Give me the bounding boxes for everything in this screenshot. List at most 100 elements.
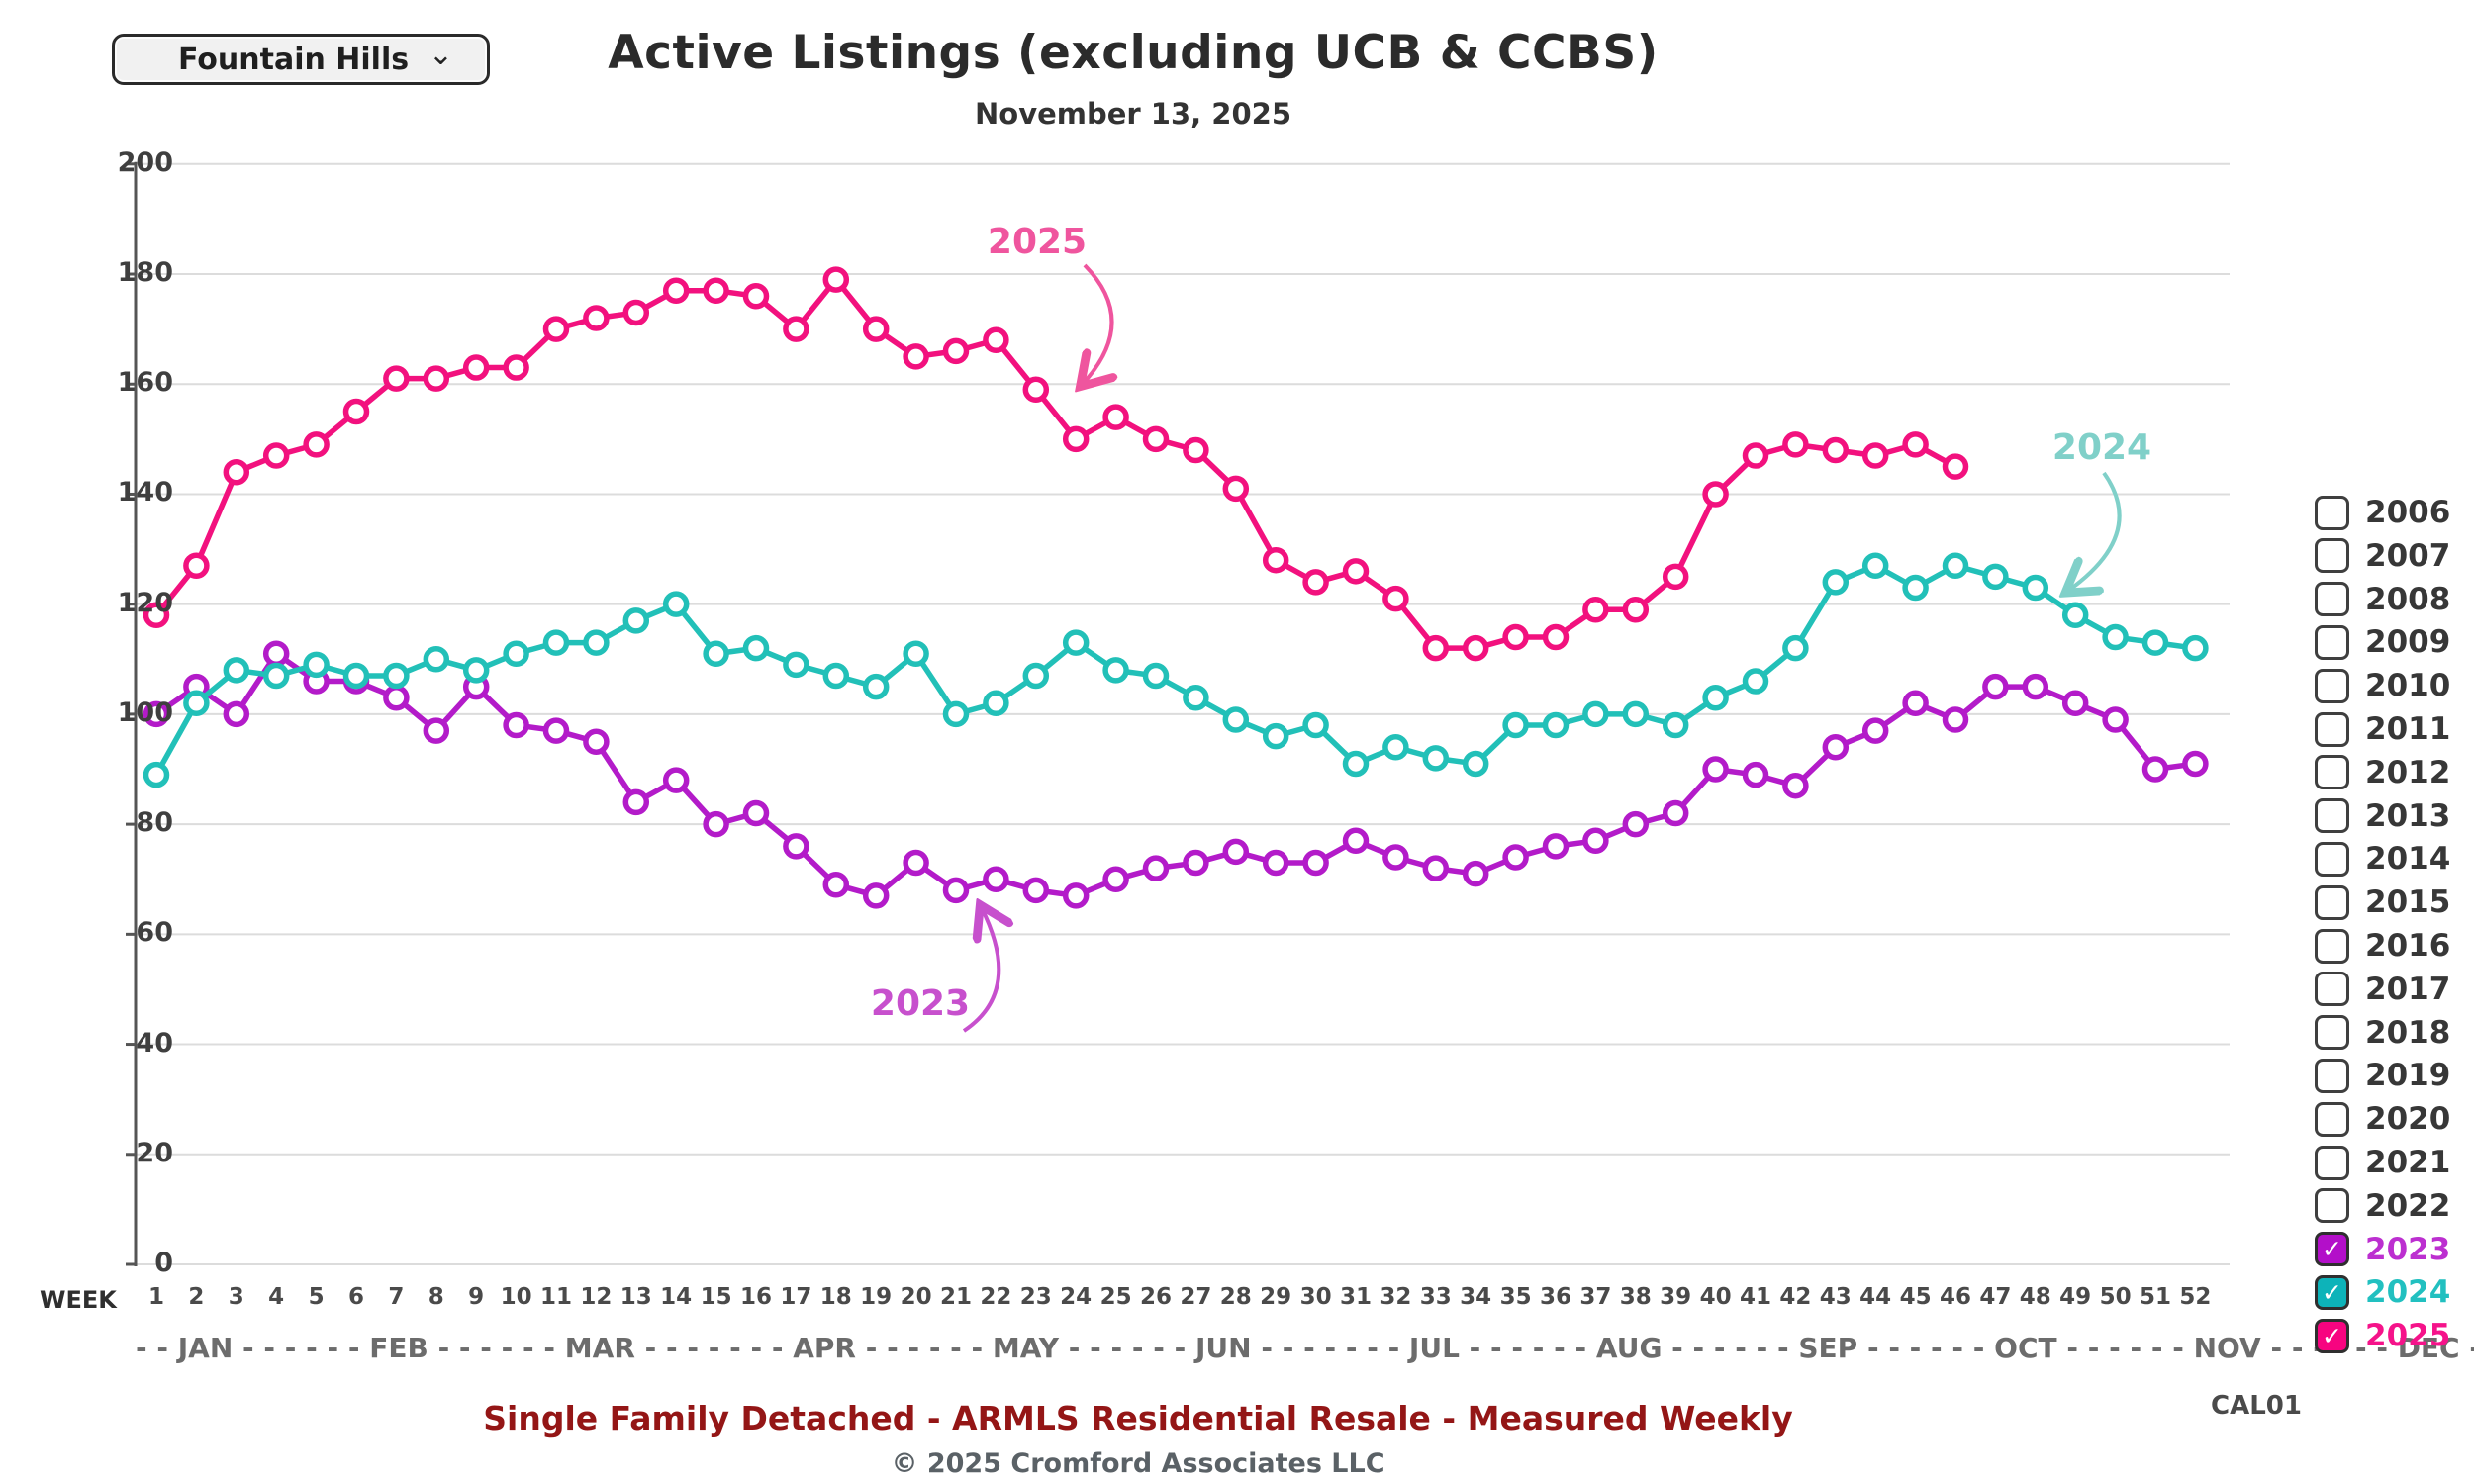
- legend-checkbox-2024[interactable]: ✓: [2315, 1274, 2349, 1310]
- legend-label-2025[interactable]: 2025: [2365, 1318, 2451, 1354]
- legend-item-2025[interactable]: ✓ 2025: [2315, 1318, 2450, 1353]
- legend-item-2015[interactable]: 2015: [2315, 884, 2450, 920]
- legend-label-2011[interactable]: 2011: [2365, 711, 2451, 747]
- series-2024-point-w31: [1342, 750, 1370, 778]
- legend-item-2006[interactable]: 2006: [2315, 495, 2450, 530]
- series-2025-point-w12: [583, 305, 610, 331]
- legend-checkbox-2007[interactable]: [2315, 538, 2349, 574]
- series-2023-point-w31: [1342, 827, 1370, 855]
- legend-checkbox-2011[interactable]: [2315, 711, 2349, 747]
- legend-label-2012[interactable]: 2012: [2365, 754, 2451, 790]
- legend-label-2014[interactable]: 2014: [2365, 841, 2451, 878]
- legend-item-2007[interactable]: 2007: [2315, 538, 2450, 574]
- legend-checkbox-2017[interactable]: [2315, 972, 2349, 1007]
- region-dropdown[interactable]: Fountain Hills ⌄: [112, 34, 490, 85]
- y-tick-200: 200: [117, 146, 173, 178]
- legend-checkbox-2013[interactable]: [2315, 798, 2349, 834]
- series-2024-point-w28: [1222, 706, 1250, 733]
- legend-item-2012[interactable]: 2012: [2315, 755, 2450, 790]
- legend-label-2019[interactable]: 2019: [2365, 1058, 2451, 1094]
- week-tick-12: 12: [580, 1284, 613, 1310]
- series-2024-point-w42: [1782, 634, 1809, 662]
- series-2025-point-w20: [903, 343, 929, 370]
- y-tick-40: 40: [136, 1027, 173, 1059]
- legend-checkbox-2010[interactable]: [2315, 668, 2349, 703]
- legend-label-2024[interactable]: 2024: [2365, 1274, 2451, 1311]
- legend-label-2017[interactable]: 2017: [2365, 971, 2451, 1007]
- legend-label-2023[interactable]: 2023: [2365, 1231, 2451, 1267]
- week-tick-22: 22: [980, 1284, 1012, 1310]
- legend-label-2016[interactable]: 2016: [2365, 928, 2451, 964]
- series-2025-point-w22: [983, 326, 1009, 354]
- region-dropdown-label: Fountain Hills: [178, 42, 410, 77]
- week-tick-13: 13: [619, 1284, 652, 1310]
- legend-checkbox-2020[interactable]: [2315, 1101, 2349, 1137]
- week-tick-48: 48: [2019, 1284, 2051, 1310]
- legend-label-2013[interactable]: 2013: [2365, 797, 2451, 834]
- legend-checkbox-2018[interactable]: [2315, 1015, 2349, 1051]
- week-tick-49: 49: [2059, 1284, 2092, 1310]
- legend-item-2018[interactable]: 2018: [2315, 1015, 2450, 1051]
- legend-label-2006[interactable]: 2006: [2365, 495, 2451, 530]
- legend-checkbox-2025[interactable]: ✓: [2315, 1318, 2349, 1353]
- series-2023-point-w48: [2022, 673, 2049, 700]
- legend-item-2011[interactable]: 2011: [2315, 711, 2450, 747]
- legend-checkbox-2016[interactable]: [2315, 928, 2349, 964]
- legend-label-2007[interactable]: 2007: [2365, 537, 2451, 574]
- legend-item-2024[interactable]: ✓ 2024: [2315, 1274, 2450, 1310]
- series-2023-point-w43: [1822, 734, 1850, 761]
- legend-checkbox-2008[interactable]: [2315, 582, 2349, 617]
- series-2025-point-w29: [1262, 546, 1289, 574]
- series-2025-line: [153, 276, 1958, 651]
- legend-item-2009[interactable]: 2009: [2315, 624, 2450, 660]
- legend-item-2021[interactable]: 2021: [2315, 1145, 2450, 1180]
- series-2025-point-w26: [1142, 425, 1170, 453]
- series-2023-point-w21: [942, 877, 970, 904]
- week-tick-27: 27: [1180, 1284, 1212, 1310]
- legend-label-2009[interactable]: 2009: [2365, 624, 2451, 661]
- legend-item-2019[interactable]: 2019: [2315, 1058, 2450, 1093]
- series-2025-point-w41: [1742, 442, 1769, 469]
- legend-label-2010[interactable]: 2010: [2365, 668, 2451, 704]
- legend-item-2017[interactable]: 2017: [2315, 972, 2450, 1007]
- series-2024-point-w33: [1422, 745, 1450, 772]
- legend-checkbox-2006[interactable]: [2315, 495, 2349, 530]
- series-2023-point-w35: [1502, 844, 1529, 871]
- legend-label-2008[interactable]: 2008: [2365, 581, 2451, 617]
- legend-item-2020[interactable]: 2020: [2315, 1101, 2450, 1137]
- legend-label-2022[interactable]: 2022: [2365, 1187, 2451, 1224]
- series-2024-point-w43: [1822, 569, 1850, 596]
- page-subtitle: November 13, 2025: [975, 97, 1291, 131]
- y-tick-100: 100: [117, 696, 173, 728]
- legend-checkbox-2009[interactable]: [2315, 624, 2349, 660]
- legend-label-2020[interactable]: 2020: [2365, 1101, 2451, 1138]
- legend-checkbox-2015[interactable]: [2315, 884, 2349, 920]
- legend-item-2022[interactable]: 2022: [2315, 1188, 2450, 1224]
- legend-label-2015[interactable]: 2015: [2365, 884, 2451, 921]
- series-2023-point-w49: [2061, 690, 2089, 717]
- series-2024-point-w12: [583, 629, 610, 656]
- legend-item-2023[interactable]: ✓ 2023: [2315, 1232, 2450, 1267]
- legend-checkbox-2022[interactable]: [2315, 1188, 2349, 1224]
- series-2023-point-w28: [1222, 838, 1250, 866]
- legend-checkbox-2012[interactable]: [2315, 755, 2349, 790]
- series-2024-point-w2: [183, 690, 210, 717]
- legend-item-2013[interactable]: 2013: [2315, 798, 2450, 834]
- legend-label-2018[interactable]: 2018: [2365, 1014, 2451, 1051]
- legend-item-2016[interactable]: 2016: [2315, 928, 2450, 964]
- series-2024-point-w19: [862, 673, 890, 700]
- legend-item-2008[interactable]: 2008: [2315, 582, 2450, 617]
- legend-item-2010[interactable]: 2010: [2315, 668, 2450, 703]
- legend-label-2021[interactable]: 2021: [2365, 1145, 2451, 1180]
- legend-checkbox-2014[interactable]: [2315, 841, 2349, 877]
- legend-checkbox-2021[interactable]: [2315, 1145, 2349, 1180]
- legend-checkbox-2019[interactable]: [2315, 1058, 2349, 1093]
- legend-item-2014[interactable]: 2014: [2315, 841, 2450, 877]
- series-2023-point-w19: [862, 882, 890, 909]
- series-2025-point-w16: [742, 283, 770, 310]
- series-2023-point-w37: [1582, 827, 1609, 855]
- legend-checkbox-2023[interactable]: ✓: [2315, 1232, 2349, 1267]
- y-tick-140: 140: [117, 477, 173, 509]
